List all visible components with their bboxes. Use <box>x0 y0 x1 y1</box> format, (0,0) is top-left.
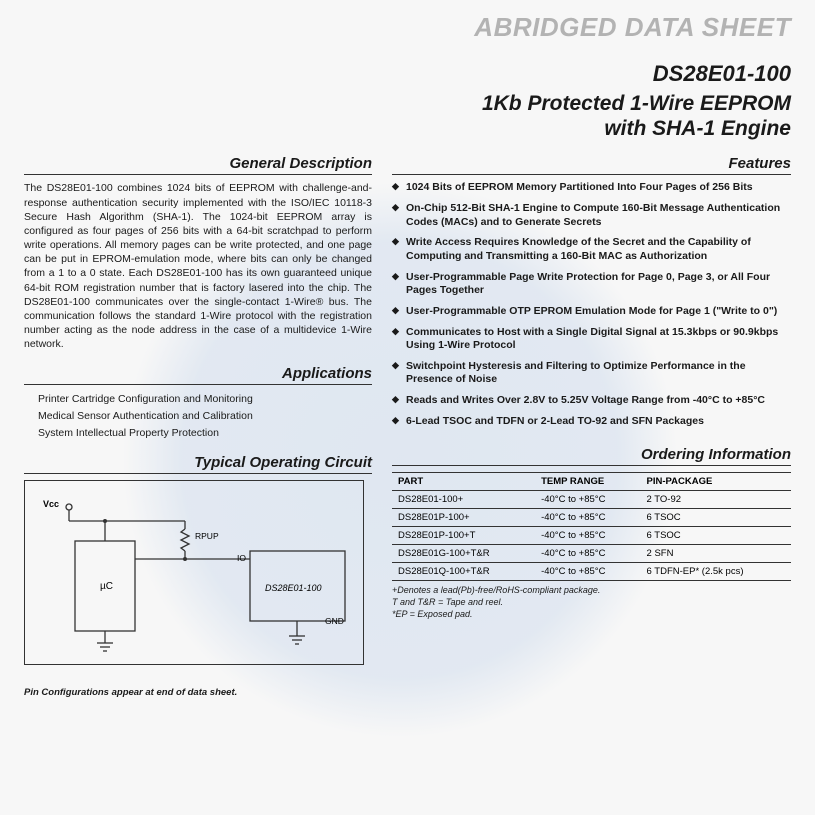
table-header-row: PART TEMP RANGE PIN-PACKAGE <box>392 473 791 491</box>
col-temp: TEMP RANGE <box>535 473 640 491</box>
two-column-layout: General Description The DS28E01-100 comb… <box>24 155 791 697</box>
label-ds: DS28E01-100 <box>265 583 322 593</box>
subtitle-line2: with SHA-1 Engine <box>604 117 791 140</box>
part-number: DS28E01-100 <box>24 61 791 87</box>
table-row: DS28E01P-100+-40°C to +85°C6 TSOC <box>392 509 791 527</box>
feature-item: 6-Lead TSOC and TDFN or 2-Lead TO-92 and… <box>392 415 791 429</box>
label-vcc: Vcc <box>43 499 59 509</box>
app-item: Medical Sensor Authentication and Calibr… <box>38 408 372 425</box>
col-pkg: PIN-PACKAGE <box>641 473 791 491</box>
sheet-header: ABRIDGED DATA SHEET <box>24 12 791 43</box>
feature-item: Communicates to Host with a Single Digit… <box>392 326 791 353</box>
applications-list: Printer Cartridge Configuration and Moni… <box>24 391 372 441</box>
app-item: System Intellectual Property Protection <box>38 425 372 442</box>
feature-item: Write Access Requires Knowledge of the S… <box>392 236 791 263</box>
section-general-desc: General Description <box>24 155 372 175</box>
feature-item: 1024 Bits of EEPROM Memory Partitioned I… <box>392 181 791 195</box>
subtitle-line1: 1Kb Protected 1-Wire EEPROM <box>482 92 791 115</box>
left-column: General Description The DS28E01-100 comb… <box>24 155 372 697</box>
table-row: DS28E01Q-100+T&R-40°C to +85°C6 TDFN-EP*… <box>392 563 791 581</box>
table-row: DS28E01P-100+T-40°C to +85°C6 TSOC <box>392 527 791 545</box>
circuit-diagram: Vcc RPUP IO µC DS28E01-100 GND <box>24 480 364 665</box>
feature-item: Switchpoint Hysteresis and Filtering to … <box>392 360 791 387</box>
feature-item: User-Programmable Page Write Protection … <box>392 271 791 298</box>
footnote: *EP = Exposed pad. <box>392 609 791 621</box>
features-list: 1024 Bits of EEPROM Memory Partitioned I… <box>392 181 791 428</box>
page-container: ABRIDGED DATA SHEET DS28E01-100 1Kb Prot… <box>0 0 815 718</box>
ordering-table: PART TEMP RANGE PIN-PACKAGE DS28E01-100+… <box>392 472 791 581</box>
label-io: IO <box>237 553 246 563</box>
feature-item: User-Programmable OTP EPROM Emulation Mo… <box>392 305 791 319</box>
section-ordering: Ordering Information <box>392 446 791 466</box>
right-column: Features 1024 Bits of EEPROM Memory Part… <box>392 155 791 697</box>
label-rpup: RPUP <box>195 531 219 541</box>
feature-item: On-Chip 512-Bit SHA-1 Engine to Compute … <box>392 202 791 229</box>
circuit-svg <box>25 481 365 666</box>
col-part: PART <box>392 473 535 491</box>
app-item: Printer Cartridge Configuration and Moni… <box>38 391 372 408</box>
label-uc: µC <box>100 581 113 592</box>
label-gnd: GND <box>325 616 344 626</box>
general-description-text: The DS28E01-100 combines 1024 bits of EE… <box>24 181 372 351</box>
feature-item: Reads and Writes Over 2.8V to 5.25V Volt… <box>392 394 791 408</box>
section-circuit: Typical Operating Circuit <box>24 454 372 474</box>
table-row: DS28E01-100+-40°C to +85°C2 TO-92 <box>392 491 791 509</box>
section-applications: Applications <box>24 365 372 385</box>
section-features: Features <box>392 155 791 175</box>
table-row: DS28E01G-100+T&R-40°C to +85°C2 SFN <box>392 545 791 563</box>
footnote: T and T&R = Tape and reel. <box>392 597 791 609</box>
product-subtitle: 1Kb Protected 1-Wire EEPROM with SHA-1 E… <box>24 91 791 141</box>
footnote: +Denotes a lead(Pb)-free/RoHS-compliant … <box>392 585 791 597</box>
table-footnotes: +Denotes a lead(Pb)-free/RoHS-compliant … <box>392 585 791 620</box>
pin-config-note: Pin Configurations appear at end of data… <box>24 687 372 698</box>
